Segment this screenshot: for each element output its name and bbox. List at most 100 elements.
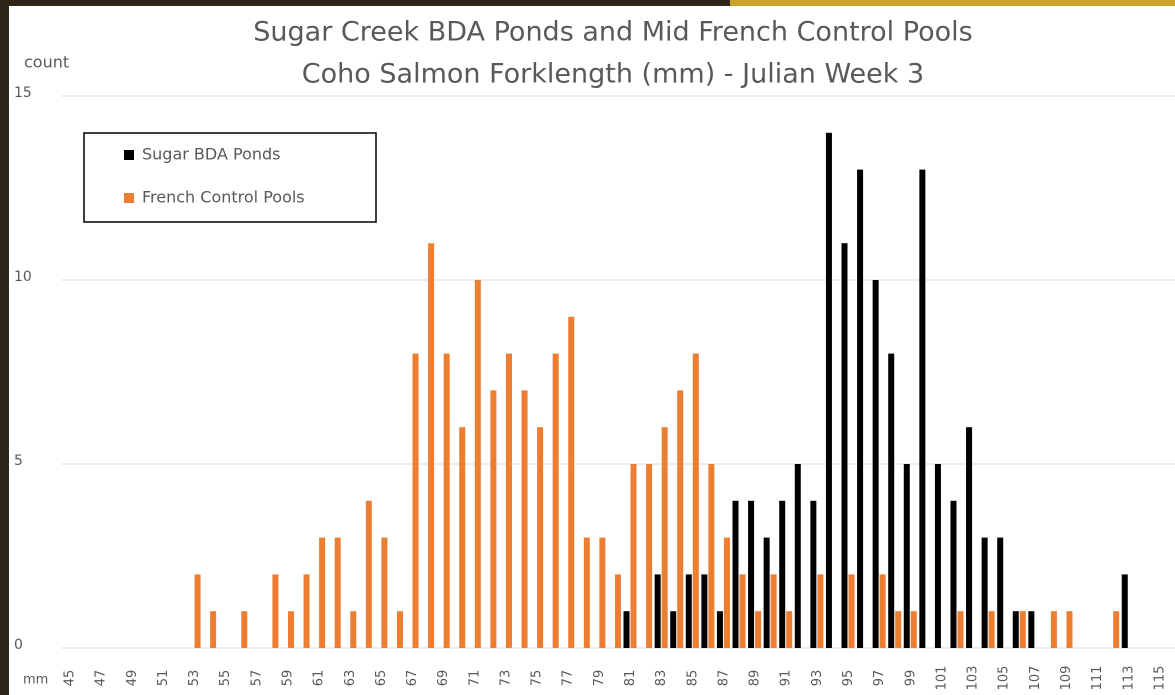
x-tick-label: 75 — [530, 670, 545, 687]
bar — [272, 574, 279, 648]
x-tick-label: 97 — [872, 670, 887, 687]
bar — [490, 390, 497, 648]
x-tick-label: 53 — [187, 670, 202, 687]
x-tick-label: 87 — [716, 670, 731, 687]
bar — [723, 537, 730, 648]
bar — [841, 243, 848, 648]
x-tick-label: 51 — [156, 670, 171, 687]
bar — [708, 464, 715, 648]
x-tick-label: 99 — [903, 670, 918, 687]
bar — [1121, 574, 1128, 648]
bar — [755, 611, 762, 648]
bar — [988, 611, 995, 648]
x-tick-label: 113 — [1121, 666, 1136, 691]
bar — [692, 353, 699, 648]
bar — [505, 353, 512, 648]
x-tick-label: 49 — [125, 670, 140, 687]
y-axis-label: count — [24, 53, 69, 72]
x-tick-label: 85 — [685, 670, 700, 687]
bar — [872, 280, 879, 648]
bar — [210, 611, 217, 648]
bar — [1019, 611, 1026, 648]
y-tick-label: 10 — [14, 269, 32, 285]
bar — [552, 353, 559, 648]
bar — [443, 353, 450, 648]
bar — [599, 537, 606, 648]
x-tick-label: 59 — [280, 670, 295, 687]
bar — [779, 500, 786, 648]
bar — [1012, 611, 1019, 648]
bar — [817, 574, 824, 648]
bar — [583, 537, 590, 648]
legend-swatch — [124, 150, 134, 160]
bar — [1066, 611, 1073, 648]
y-tick-label: 15 — [14, 85, 32, 101]
bar — [319, 537, 326, 648]
bar — [365, 500, 372, 648]
bar — [794, 464, 801, 648]
bar — [810, 500, 817, 648]
bar — [350, 611, 357, 648]
bar — [396, 611, 403, 648]
bar — [303, 574, 310, 648]
y-tick-label: 5 — [14, 453, 23, 469]
x-tick-label: 45 — [63, 670, 78, 687]
bar — [763, 537, 770, 648]
bar — [287, 611, 294, 648]
bar — [825, 132, 832, 649]
bar — [428, 243, 435, 648]
bar — [934, 464, 941, 648]
bar — [919, 169, 926, 648]
bar — [739, 574, 746, 648]
x-tick-label: 47 — [94, 670, 109, 687]
bar — [1050, 611, 1057, 648]
x-tick-label: 83 — [654, 670, 669, 687]
bar — [334, 537, 341, 648]
bar — [381, 537, 388, 648]
bar — [950, 500, 957, 648]
bar — [654, 574, 661, 648]
legend-swatch — [124, 193, 134, 203]
bar — [848, 574, 855, 648]
bar — [474, 280, 481, 648]
bar — [194, 574, 201, 648]
x-tick-label: 63 — [343, 670, 358, 687]
bar — [677, 390, 684, 648]
bar — [716, 611, 723, 648]
x-tick-label: 89 — [748, 670, 763, 687]
x-tick-label: 71 — [467, 670, 482, 687]
x-tick-label: 95 — [841, 670, 856, 687]
x-tick-label: 65 — [374, 670, 389, 687]
x-tick-label: 107 — [1028, 666, 1043, 691]
bar — [981, 537, 988, 648]
bar — [661, 427, 668, 648]
bar — [857, 169, 864, 648]
bar — [646, 464, 653, 648]
bar — [903, 464, 910, 648]
x-tick-label: 115 — [1152, 666, 1167, 691]
x-tick-label: 77 — [561, 670, 576, 687]
bar — [910, 611, 917, 648]
x-tick-label: 103 — [966, 666, 981, 691]
bar — [685, 574, 692, 648]
legend-label: French Control Pools — [142, 188, 305, 207]
bar — [614, 574, 621, 648]
bar — [412, 353, 419, 648]
bar — [732, 500, 739, 648]
bar — [966, 427, 973, 648]
x-tick-label: 93 — [810, 670, 825, 687]
x-tick-label: 73 — [498, 670, 513, 687]
chart-area — [9, 6, 1175, 695]
chart-title: Sugar Creek BDA Ponds and Mid French Con… — [253, 17, 972, 48]
bar — [1113, 611, 1120, 648]
x-tick-label: 55 — [218, 670, 233, 687]
chart-subtitle: Coho Salmon Forklength (mm) - Julian Wee… — [302, 59, 924, 90]
x-tick-label: 69 — [436, 670, 451, 687]
legend-label: Sugar BDA Ponds — [142, 145, 280, 164]
x-tick-label: 79 — [592, 670, 607, 687]
bar — [888, 353, 895, 648]
bar — [786, 611, 793, 648]
bar — [957, 611, 964, 648]
